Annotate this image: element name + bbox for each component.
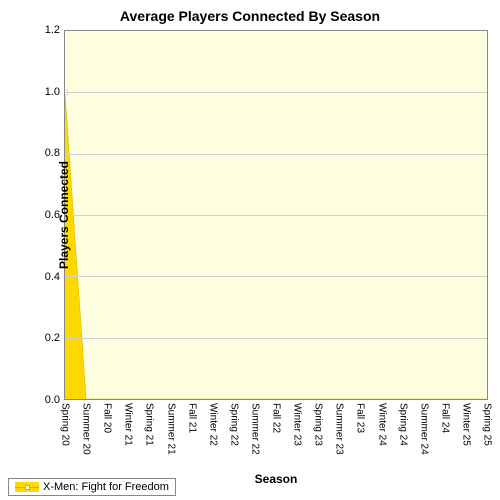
chart-title: Average Players Connected By Season [0,0,500,28]
legend: X-Men: Fight for Freedom [8,478,176,496]
x-tick-label: Spring 24 [397,403,408,446]
x-tick-label: Fall 23 [355,403,366,433]
x-tick-label: Winter 24 [376,403,387,446]
plot-area: Spring 20Summer 20Fall 20Winter 21Spring… [64,30,488,400]
grid-line [65,215,487,216]
x-tick-label: Spring 25 [482,403,493,446]
legend-label: X-Men: Fight for Freedom [43,481,169,493]
series-fill [65,92,487,399]
grid-line [65,92,487,93]
legend-swatch [15,482,39,492]
x-tick-label: Summer 24 [418,403,429,455]
plot-wrapper: Spring 20Summer 20Fall 20Winter 21Spring… [64,30,488,400]
y-tick-label: 1.0 [32,86,60,98]
grid-line [65,154,487,155]
x-tick-label: Fall 20 [102,403,113,433]
x-tick-label: Winter 22 [207,403,218,446]
x-tick-label: Summer 23 [334,403,345,455]
x-tick-label: Spring 21 [144,403,155,446]
x-tick-label: Winter 23 [292,403,303,446]
y-tick-label: 0.8 [32,147,60,159]
y-tick-label: 0.4 [32,271,60,283]
series-line [65,92,487,399]
x-tick-label: Spring 20 [60,403,71,446]
grid-line [65,276,487,277]
x-tick-label: Summer 22 [249,403,260,455]
x-tick-label: Spring 23 [313,403,324,446]
x-tick-label: Spring 22 [228,403,239,446]
x-tick-label: Winter 25 [460,403,471,446]
x-tick-label: Fall 21 [186,403,197,433]
chart-container: Average Players Connected By Season Spri… [0,0,500,500]
y-tick-label: 0.2 [32,332,60,344]
y-tick-label: 0.6 [32,209,60,221]
y-tick-label: 1.2 [32,24,60,36]
x-tick-label: Summer 21 [165,403,176,455]
x-tick-label: Winter 21 [123,403,134,446]
x-axis-label: Season [255,472,298,486]
x-tick-label: Summer 20 [81,403,92,455]
x-tick-label: Fall 24 [439,403,450,433]
x-tick-label: Fall 22 [271,403,282,433]
y-tick-label: 0.0 [32,394,60,406]
grid-line [65,338,487,339]
